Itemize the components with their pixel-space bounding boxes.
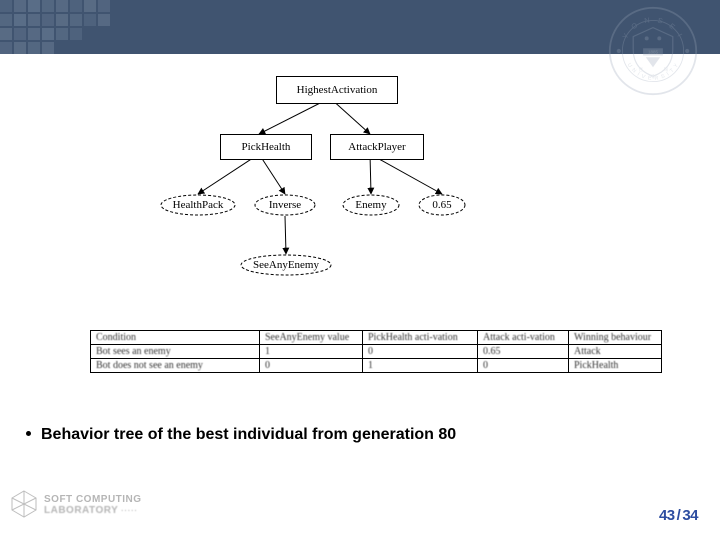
table-header-cell: Condition: [91, 331, 260, 345]
lab-logo: SOFT COMPUTING LABORATORY ·····: [8, 488, 158, 526]
tree-node-l_enm: Enemy: [342, 194, 400, 216]
table-cell: 1: [260, 345, 363, 359]
table-cell: 0.65: [478, 345, 569, 359]
svg-text:대: 대: [664, 66, 668, 73]
tree-edges: [160, 76, 560, 306]
table-header-cell: SeeAnyEnemy value: [260, 331, 363, 345]
table-cell: Bot does not see an enemy: [91, 359, 260, 373]
table-cell: PickHealth: [569, 359, 662, 373]
table-cell: Attack: [569, 345, 662, 359]
table-cell: 0: [478, 359, 569, 373]
tree-node-n_pick: PickHealth: [220, 134, 312, 160]
behavior-tree-diagram: HighestActivation PickHealth AttackPlayer H…: [160, 76, 560, 306]
table-cell: 0: [260, 359, 363, 373]
table-header-cell: Attack acti-vation: [478, 331, 569, 345]
university-seal-icon: Y O N S E I U N I V E R S I T Y 1885 연 세…: [608, 6, 698, 96]
table-row: Bot does not see an enemy010PickHealth: [91, 359, 662, 373]
page-number: 43/34: [659, 507, 698, 524]
footer-line2: LABORATORY: [44, 505, 118, 516]
table-header-cell: PickHealth acti-vation: [363, 331, 478, 345]
table-cell: Bot sees an enemy: [91, 345, 260, 359]
activation-table: ConditionSeeAnyEnemy valuePickHealth act…: [90, 330, 662, 373]
table-row: Bot sees an enemy100.65Attack: [91, 345, 662, 359]
table-header-cell: Winning behaviour: [569, 331, 662, 345]
page-current: 43: [659, 507, 675, 524]
tree-node-l_see: SeeAnyEnemy: [240, 254, 332, 276]
bullet-dot-icon: [26, 431, 31, 436]
svg-text:연: 연: [639, 66, 643, 72]
table-cell: 0: [363, 345, 478, 359]
tree-node-l_inv: Inverse: [254, 194, 316, 216]
table-cell: 1: [363, 359, 478, 373]
tree-node-l_065: 0.65: [418, 194, 466, 216]
tree-node-n_atk: AttackPlayer: [330, 134, 424, 160]
seal-year: 1885: [648, 50, 659, 55]
caption-bullet: Behavior tree of the best individual fro…: [26, 426, 456, 444]
tree-node-root: HighestActivation: [276, 76, 398, 104]
svg-text:세: 세: [650, 73, 654, 80]
tree-node-l_hp: HealthPack: [160, 194, 236, 216]
caption-text: Behavior tree of the best individual fro…: [41, 426, 456, 443]
page-total: 34: [682, 507, 698, 524]
